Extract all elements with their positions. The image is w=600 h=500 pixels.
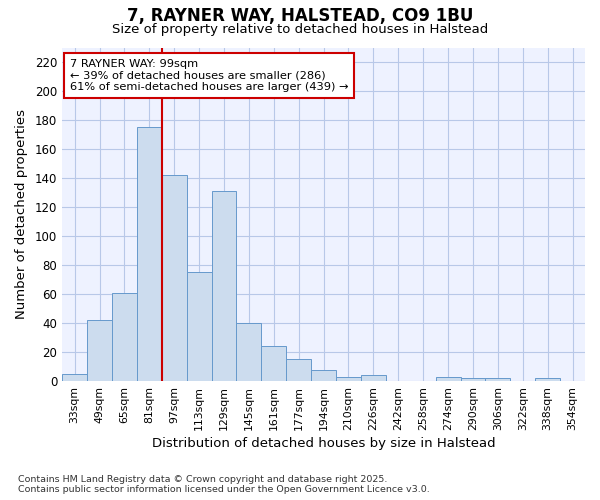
Bar	[461, 378, 485, 381]
Bar	[535, 378, 560, 381]
Bar	[286, 360, 311, 381]
Bar	[112, 292, 137, 381]
Bar	[187, 272, 212, 381]
Bar	[137, 128, 162, 381]
Text: Size of property relative to detached houses in Halstead: Size of property relative to detached ho…	[112, 22, 488, 36]
Y-axis label: Number of detached properties: Number of detached properties	[15, 110, 28, 320]
Bar	[162, 175, 187, 381]
X-axis label: Distribution of detached houses by size in Halstead: Distribution of detached houses by size …	[152, 437, 496, 450]
Bar	[62, 374, 87, 381]
Bar	[336, 377, 361, 381]
Bar	[436, 377, 461, 381]
Bar	[262, 346, 286, 381]
Bar	[236, 323, 262, 381]
Bar	[485, 378, 511, 381]
Bar	[311, 370, 336, 381]
Text: Contains HM Land Registry data © Crown copyright and database right 2025.
Contai: Contains HM Land Registry data © Crown c…	[18, 474, 430, 494]
Bar	[212, 191, 236, 381]
Text: 7, RAYNER WAY, HALSTEAD, CO9 1BU: 7, RAYNER WAY, HALSTEAD, CO9 1BU	[127, 8, 473, 26]
Bar	[361, 376, 386, 381]
Text: 7 RAYNER WAY: 99sqm
← 39% of detached houses are smaller (286)
61% of semi-detac: 7 RAYNER WAY: 99sqm ← 39% of detached ho…	[70, 59, 349, 92]
Bar	[87, 320, 112, 381]
